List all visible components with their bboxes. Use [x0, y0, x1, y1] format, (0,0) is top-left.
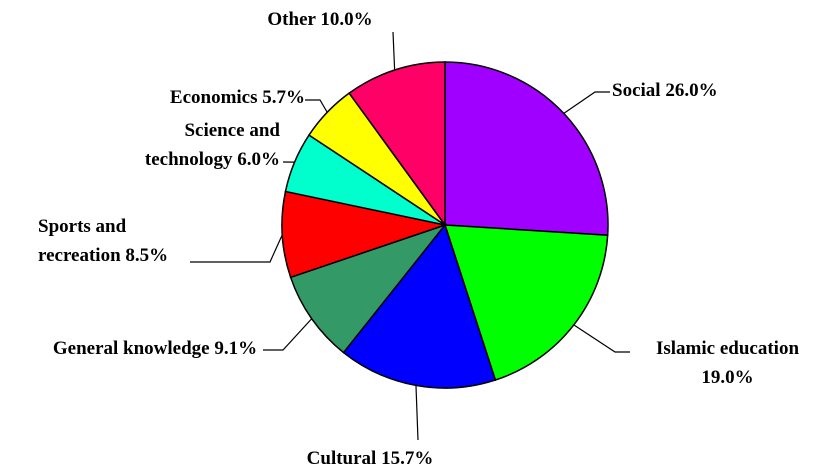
slice-label: Economics 5.7%	[100, 83, 305, 112]
leader-line	[190, 234, 283, 263]
slice-label: Social 26.0%	[612, 76, 718, 105]
category-name: Other	[267, 9, 316, 30]
leader-line	[563, 91, 610, 114]
pie-slice	[281, 190, 448, 279]
pie-slice	[289, 223, 448, 354]
slice-label: Islamic education 19.0%	[630, 334, 825, 392]
leader-line	[415, 385, 419, 441]
pie-slice	[444, 61, 609, 237]
value-label: 19.0%	[701, 367, 754, 388]
value-label: 6.0%	[237, 149, 280, 170]
slice-label: Cultural 15.7%	[270, 444, 470, 469]
value-label: 15.7%	[381, 448, 434, 469]
category-name: Social	[612, 80, 661, 101]
leader-line	[392, 31, 396, 71]
slice-label: Other 10.0%	[220, 5, 420, 34]
leader-line	[573, 324, 630, 353]
value-label: 26.0%	[665, 80, 718, 101]
category-name: Science and technology	[144, 120, 280, 170]
leader-line	[263, 318, 313, 351]
value-label: 10.0%	[320, 9, 373, 30]
slice-label: Sports and recreation 8.5%	[38, 212, 196, 270]
slice-label: General knowledge 9.1%	[45, 334, 265, 363]
category-name: Economics	[169, 87, 258, 108]
value-label: 9.1%	[214, 338, 258, 359]
category-name: Islamic education	[655, 338, 800, 359]
leader-line	[305, 99, 328, 113]
pie-slice	[443, 224, 609, 381]
category-name: Sports and recreation	[38, 216, 127, 266]
slice-label: Science and technology 6.0%	[120, 116, 280, 174]
category-name: Cultural	[306, 448, 377, 469]
value-label: 5.7%	[262, 87, 305, 108]
category-name: General knowledge	[52, 338, 210, 359]
value-label: 8.5%	[125, 245, 169, 266]
